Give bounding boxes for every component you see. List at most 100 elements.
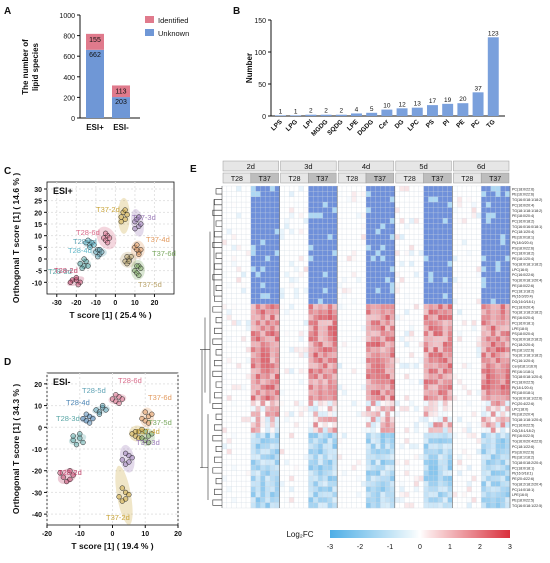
heatmap-cell bbox=[462, 207, 467, 214]
heatmap-cell bbox=[370, 443, 376, 450]
heatmap-cell bbox=[380, 475, 386, 482]
heatmap-cell bbox=[452, 422, 458, 428]
heatmap-cell bbox=[442, 212, 448, 219]
day-label: 3d bbox=[304, 162, 312, 171]
heatmap-cell bbox=[265, 341, 271, 348]
heatmap-cell bbox=[452, 186, 458, 192]
heatmap-cell bbox=[346, 293, 352, 299]
row-label: PC(18:0/18:1) bbox=[512, 466, 534, 470]
heatmap-cell bbox=[356, 432, 362, 439]
heatmap-cell bbox=[466, 239, 472, 246]
ylabel-b: Number bbox=[245, 53, 254, 83]
heatmap-cell bbox=[404, 250, 410, 256]
ylabel: Orthogonal T score [1] ( 14.6 % ) bbox=[11, 173, 21, 304]
heatmap-cell bbox=[486, 255, 491, 262]
heatmap-cell bbox=[433, 443, 439, 450]
heatmap-cell bbox=[404, 314, 410, 321]
heatmap-cell bbox=[486, 207, 491, 214]
heatmap-cell bbox=[337, 293, 343, 299]
heatmap-cell bbox=[471, 223, 477, 230]
heatmap-cell bbox=[294, 309, 299, 315]
heatmap-cell bbox=[452, 368, 458, 375]
heatmap-cell bbox=[332, 497, 338, 503]
heatmap-cell bbox=[404, 186, 410, 192]
heatmap-cell bbox=[399, 234, 405, 240]
heatmap-cell bbox=[385, 470, 391, 476]
heatmap-cell bbox=[231, 320, 237, 326]
heatmap-cell bbox=[294, 432, 299, 439]
heatmap-cell bbox=[428, 389, 434, 396]
heatmap-cell bbox=[308, 314, 314, 321]
heatmap-cell bbox=[327, 475, 333, 482]
heatmap-cell bbox=[476, 255, 482, 262]
heatmap-cell bbox=[279, 282, 285, 289]
heatmap-cell bbox=[250, 459, 256, 466]
heatmap-cell bbox=[423, 245, 429, 251]
heatmap-cell bbox=[298, 255, 304, 262]
heatmap-cell bbox=[490, 357, 496, 364]
heatmap-cell bbox=[303, 293, 309, 299]
heatmap-cell bbox=[500, 245, 506, 251]
heatmap-cell bbox=[366, 250, 371, 256]
heatmap-cell bbox=[394, 287, 400, 294]
heatmap-cell bbox=[342, 212, 347, 219]
scatter-point bbox=[102, 230, 109, 236]
heatmap-cell bbox=[409, 282, 415, 289]
heatmap-cell bbox=[457, 465, 463, 471]
heatmap-cell bbox=[274, 368, 280, 375]
heatmap-cell bbox=[361, 250, 367, 256]
heatmap-cell bbox=[433, 250, 439, 256]
heatmap-cell bbox=[433, 341, 439, 348]
heatmap-cell bbox=[308, 395, 314, 401]
heatmap-cell bbox=[385, 277, 391, 283]
heatmap-cell bbox=[380, 186, 386, 192]
group-label: T28-2d bbox=[54, 266, 78, 275]
heatmap-cell bbox=[226, 363, 232, 369]
heatmap-cell bbox=[289, 368, 295, 375]
heatmap-cell bbox=[241, 261, 247, 267]
heatmap-cell bbox=[409, 277, 415, 283]
heatmap-cell bbox=[471, 196, 477, 203]
heatmap-cell bbox=[294, 352, 299, 358]
heatmap-cell bbox=[438, 336, 443, 342]
heatmap-cell bbox=[332, 400, 338, 407]
heatmap-cell bbox=[356, 277, 362, 283]
heatmap-cell bbox=[351, 363, 357, 369]
heatmap-cell bbox=[246, 497, 251, 503]
heatmap-cell bbox=[399, 384, 405, 391]
heatmap-cell bbox=[423, 438, 429, 444]
heatmap-cell bbox=[370, 352, 376, 358]
heatmap-cell bbox=[337, 368, 343, 375]
heatmap-cell bbox=[500, 234, 506, 240]
heatmap-cell bbox=[404, 422, 410, 428]
heatmap-cell bbox=[294, 282, 299, 289]
heatmap-cell bbox=[394, 245, 400, 251]
heatmap-cell bbox=[322, 293, 328, 299]
heatmap-cell bbox=[284, 422, 290, 428]
heatmap-cell bbox=[442, 261, 448, 267]
heatmap-cell bbox=[342, 325, 347, 332]
heatmap-cell bbox=[279, 497, 285, 503]
heatmap-cell bbox=[442, 389, 448, 396]
heatmap-cell bbox=[366, 363, 371, 369]
scatter-point bbox=[126, 258, 132, 264]
heatmap-cell bbox=[318, 379, 323, 385]
heatmap-cell bbox=[226, 202, 232, 208]
heatmap-cell bbox=[490, 481, 496, 487]
heatmap-cell bbox=[361, 411, 367, 417]
heatmap-cell bbox=[390, 196, 395, 203]
heatmap-cell bbox=[375, 202, 381, 208]
heatmap-cell bbox=[322, 368, 328, 375]
heatmap-cell bbox=[476, 422, 482, 428]
heatmap-cell bbox=[236, 266, 242, 273]
bar-unknown bbox=[112, 97, 130, 118]
heatmap-cell bbox=[390, 191, 395, 197]
heatmap-cell bbox=[457, 438, 463, 444]
heatmap-cell bbox=[495, 470, 501, 476]
heatmap-cell bbox=[409, 261, 415, 267]
scatter-point bbox=[80, 439, 86, 446]
heatmap-cell bbox=[471, 373, 477, 380]
heatmap-cell bbox=[236, 497, 242, 503]
dendrogram-branches bbox=[200, 188, 222, 506]
heatmap-cell bbox=[308, 454, 314, 460]
